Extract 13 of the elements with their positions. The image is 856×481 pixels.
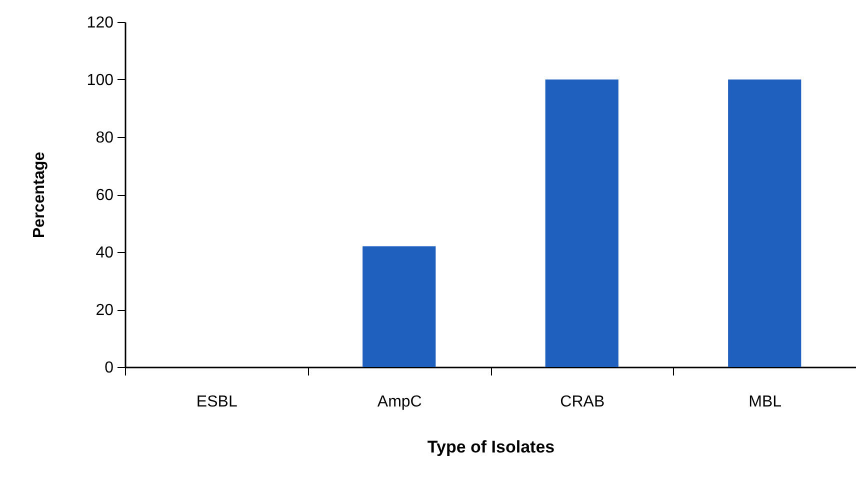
y-tick-label: 0 bbox=[104, 360, 114, 376]
x-tick-label: CRAB bbox=[560, 394, 605, 410]
y-tick-label: 80 bbox=[96, 130, 114, 146]
x-tick-label: ESBL bbox=[196, 394, 238, 410]
x-tick-label: MBL bbox=[748, 394, 782, 410]
y-tick-label: 100 bbox=[86, 72, 114, 89]
y-tick-label: 20 bbox=[96, 302, 114, 319]
y-tick-label: 120 bbox=[86, 14, 114, 32]
x-axis-title: Type of Isolates bbox=[427, 438, 555, 456]
x-tick-label: AmpC bbox=[377, 394, 422, 410]
y-tick-label: 60 bbox=[96, 187, 114, 204]
y-tick-label: 40 bbox=[96, 244, 114, 262]
y-axis-title: Percentage bbox=[30, 152, 48, 238]
